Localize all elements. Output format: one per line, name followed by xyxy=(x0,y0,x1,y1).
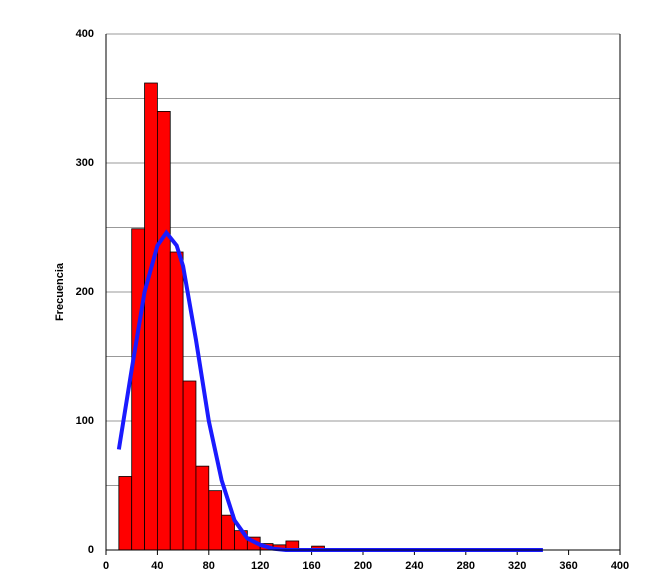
y-axis-label: Frecuencia xyxy=(54,262,66,321)
x-tick-label: 120 xyxy=(251,560,269,572)
y-tick-label: 0 xyxy=(88,544,94,556)
y-tick-label: 400 xyxy=(76,28,94,40)
x-tick-label: 80 xyxy=(203,560,215,572)
bar xyxy=(182,380,197,551)
x-tick-label: 240 xyxy=(405,560,423,572)
x-tick-label: 280 xyxy=(457,560,475,572)
x-tick-label: 160 xyxy=(302,560,320,572)
x-tick-label: 320 xyxy=(508,560,526,572)
bar xyxy=(118,476,133,551)
x-tick-label: 360 xyxy=(559,560,577,572)
y-tick-label: 300 xyxy=(76,157,94,169)
bar xyxy=(169,251,184,551)
bar xyxy=(195,465,210,551)
y-tick-label: 200 xyxy=(76,286,94,298)
y-tick-label: 100 xyxy=(76,415,94,427)
bar xyxy=(131,228,145,551)
bar xyxy=(144,82,158,551)
x-tick-label: 0 xyxy=(103,560,109,572)
x-tick-label: 40 xyxy=(151,560,163,572)
bar xyxy=(208,490,223,551)
bar xyxy=(156,111,171,551)
x-tick-label: 200 xyxy=(354,560,372,572)
x-tick-label: 400 xyxy=(611,560,629,572)
